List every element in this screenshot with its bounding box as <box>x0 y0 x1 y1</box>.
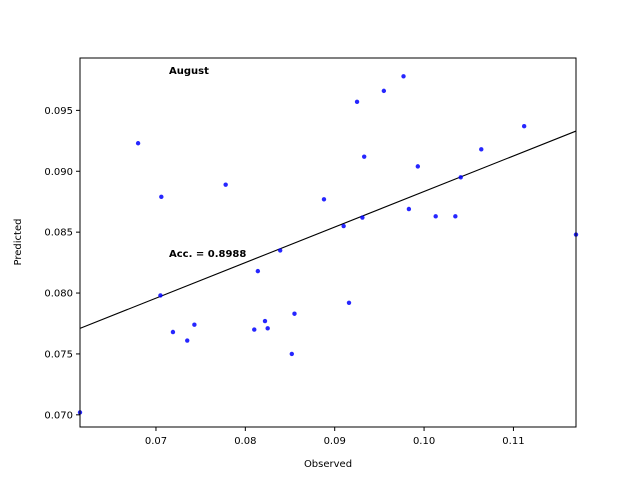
data-point <box>289 351 295 357</box>
data-point <box>185 338 190 343</box>
x-tick-label: 0.08 <box>234 436 256 447</box>
x-tick-label: 0.10 <box>413 436 435 447</box>
data-point <box>360 215 365 220</box>
y-tick-label: 0.085 <box>44 228 73 239</box>
data-point <box>277 248 283 253</box>
data-point <box>401 74 406 79</box>
x-tick-label: 0.09 <box>324 436 346 447</box>
y-axis: 0.070 0.075 0.080 0.085 0.090 0.095 <box>44 106 80 421</box>
data-point <box>354 99 360 105</box>
data-point <box>346 300 352 305</box>
data-point <box>381 88 387 94</box>
data-point <box>406 206 412 212</box>
data-point <box>135 141 141 146</box>
y-tick-label: 0.080 <box>44 289 73 300</box>
data-point <box>292 311 297 316</box>
data-point <box>255 268 261 274</box>
x-axis-label: Observed <box>304 459 352 470</box>
y-tick-label: 0.075 <box>44 349 73 360</box>
month-annotation: August <box>169 66 209 77</box>
x-tick-label: 0.07 <box>145 436 167 447</box>
y-tick-label: 0.090 <box>44 167 73 178</box>
data-point <box>458 175 463 180</box>
regression-line <box>79 130 577 329</box>
data-point <box>192 322 197 327</box>
data-point <box>158 293 163 298</box>
data-point <box>159 194 164 200</box>
data-point <box>521 123 527 129</box>
regression-layer <box>79 130 577 329</box>
x-axis: 0.07 0.08 0.09 0.10 0.11 <box>145 427 525 447</box>
y-tick-label: 0.070 <box>44 410 73 421</box>
data-point <box>433 214 438 219</box>
data-point <box>252 327 257 332</box>
data-point <box>415 164 421 169</box>
data-point <box>170 329 176 335</box>
data-point <box>341 223 346 229</box>
points-layer <box>77 74 579 415</box>
data-point <box>361 154 367 159</box>
data-point <box>265 326 270 331</box>
data-point <box>453 214 458 219</box>
data-point <box>223 182 228 187</box>
data-point <box>321 197 327 202</box>
plot-area <box>80 58 576 427</box>
y-axis-label: Predicted <box>13 219 24 266</box>
y-tick-label: 0.095 <box>44 106 73 117</box>
data-point <box>479 147 484 152</box>
data-point <box>262 318 268 324</box>
x-tick-label: 0.11 <box>502 436 524 447</box>
plot-frame <box>79 57 577 428</box>
accuracy-annotation: Acc. = 0.8988 <box>169 249 246 260</box>
